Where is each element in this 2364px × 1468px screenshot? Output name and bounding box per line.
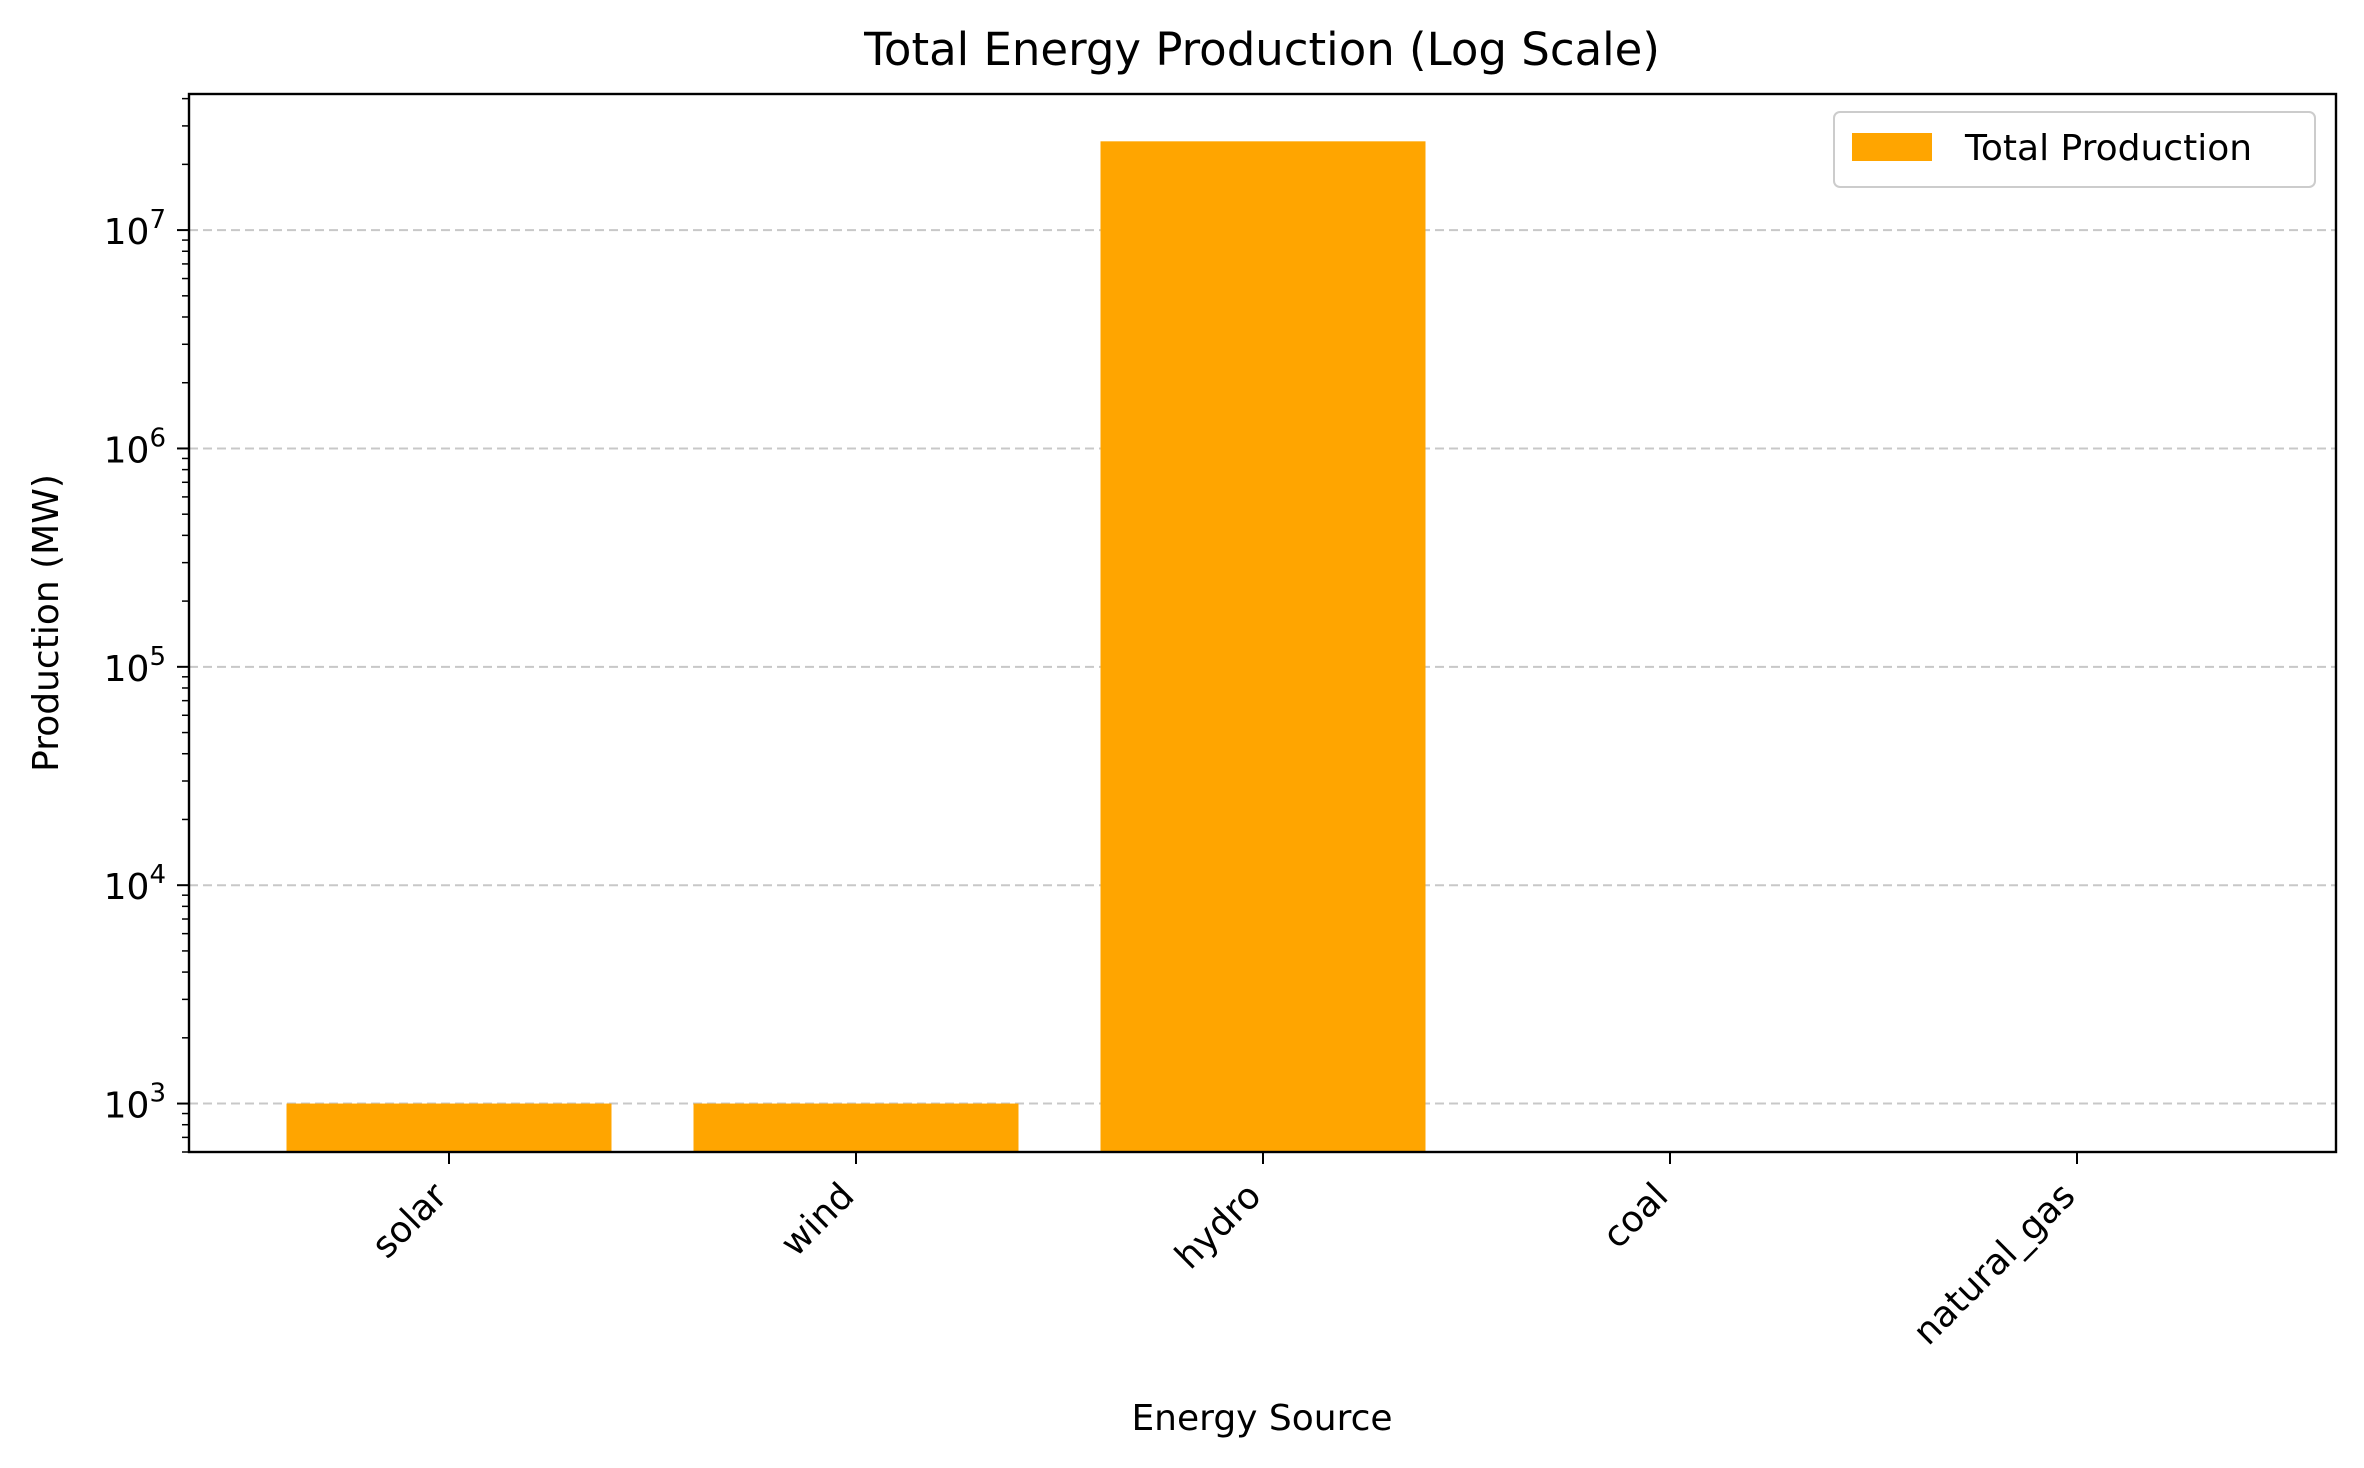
bar-solar bbox=[286, 1103, 612, 1152]
bars bbox=[286, 141, 1426, 1153]
y-tick-label: 104 bbox=[104, 860, 166, 908]
legend-frame bbox=[1833, 111, 2316, 188]
y-tick-label: 106 bbox=[104, 423, 166, 471]
y-tick-label: 105 bbox=[104, 642, 166, 690]
x-axis-label: Energy Source bbox=[1131, 1398, 1392, 1439]
y-axis-label: Production (MW) bbox=[26, 474, 67, 772]
bar-wind bbox=[693, 1103, 1019, 1152]
legend: Total Production bbox=[1833, 111, 2316, 188]
legend-label: Total Production bbox=[1964, 128, 2252, 169]
plot-frame bbox=[187, 92, 2338, 1154]
y-axis-ticks: 103 104 105 106 107 bbox=[104, 205, 189, 1127]
chart-title: Total Energy Production (Log Scale) bbox=[863, 23, 1660, 76]
bar-hydro bbox=[1100, 141, 1426, 1153]
legend-swatch bbox=[1852, 133, 1932, 161]
y-tick-label: 107 bbox=[104, 205, 166, 253]
y-tick-label: 103 bbox=[104, 1079, 166, 1127]
